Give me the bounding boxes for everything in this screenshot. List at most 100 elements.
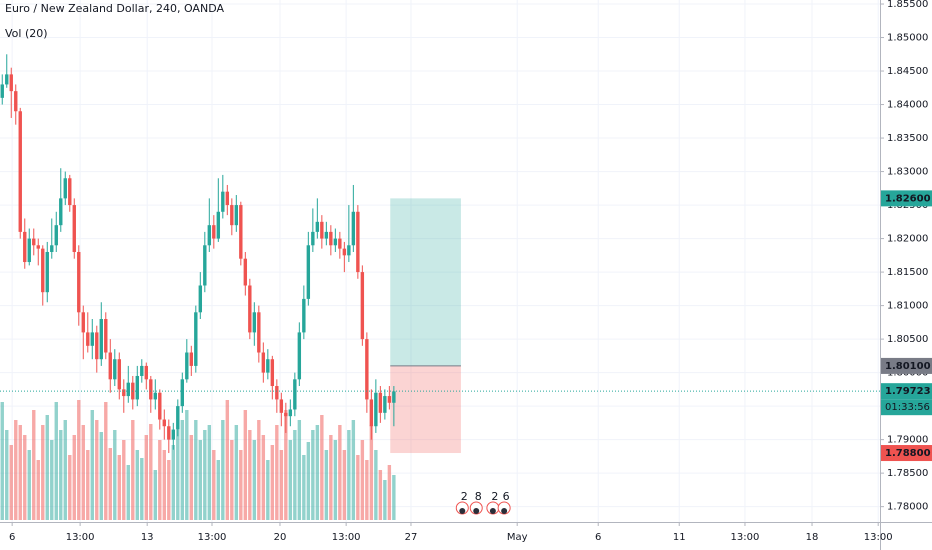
volume-bar	[212, 450, 216, 520]
y-tick-label: 1.81500	[887, 267, 928, 278]
volume-bar	[45, 415, 49, 520]
candle-body	[54, 225, 58, 246]
price-badge-label: 1.78800	[885, 448, 931, 459]
profit-zone	[390, 198, 461, 366]
candle-body	[248, 285, 252, 333]
candle-body	[324, 231, 329, 239]
volume-bar	[108, 448, 112, 520]
candle-body	[126, 382, 130, 397]
candle-body	[185, 352, 189, 380]
y-tick-label: 1.82000	[887, 234, 928, 245]
price-badge	[881, 383, 932, 400]
volume-bar	[41, 425, 45, 520]
volume-bar	[122, 440, 126, 520]
candle-body	[293, 379, 297, 410]
volume-bar	[63, 420, 67, 520]
y-tick-label: 1.78500	[887, 468, 928, 479]
volume-bar	[248, 430, 252, 520]
volume-bar	[347, 430, 351, 520]
candle-body	[288, 409, 293, 417]
candle-body	[374, 392, 378, 427]
candle-body	[140, 365, 144, 376]
candle-body	[284, 412, 288, 417]
x-tick-label: 6	[9, 532, 15, 543]
volume-bar	[221, 420, 225, 520]
price-badge	[881, 190, 932, 207]
volume-bar	[9, 445, 13, 520]
volume-bar	[324, 450, 329, 520]
candle-body	[320, 221, 324, 239]
volume-bar	[230, 440, 234, 520]
volume-bar	[5, 430, 9, 520]
event-label: 2	[461, 490, 468, 503]
volume-bar	[36, 460, 40, 520]
price-badge-label: 1.79723	[885, 386, 931, 397]
volume-bar	[194, 420, 198, 520]
candle-body	[27, 238, 31, 263]
candle-body	[387, 396, 392, 403]
volume-bar	[59, 430, 63, 520]
candle-body	[392, 391, 396, 403]
volume-bar	[18, 425, 22, 520]
volume-bar	[288, 440, 293, 520]
candle-body	[279, 399, 284, 413]
candle-body	[41, 248, 45, 293]
volume-bar	[320, 415, 324, 520]
volume-bar	[135, 450, 139, 520]
candle-body	[230, 205, 234, 226]
volume-bar	[360, 440, 365, 520]
x-tick-label: 20	[274, 532, 287, 543]
volume-bar	[189, 435, 194, 520]
candle-body	[212, 225, 216, 239]
candle-body	[342, 248, 347, 256]
indicator-label: Vol (20)	[5, 27, 48, 40]
candle-body	[50, 245, 54, 252]
volume-bar	[369, 425, 374, 520]
volume-bar	[153, 470, 157, 520]
volume-bar	[216, 460, 221, 520]
candle-body	[167, 426, 171, 440]
candle-body	[9, 74, 13, 92]
candle-body	[378, 392, 383, 413]
candle-body	[149, 379, 153, 400]
volume-bar	[185, 410, 189, 520]
volume-bar	[198, 440, 203, 520]
candle-body	[360, 272, 365, 340]
candle-body	[81, 312, 85, 333]
candle-body	[23, 231, 27, 263]
candle-body	[257, 312, 261, 353]
volume-bar	[342, 450, 347, 520]
loss-zone	[390, 365, 461, 454]
volume-bar	[239, 450, 243, 520]
event-label: 6	[503, 490, 510, 503]
candle-body	[0, 84, 4, 98]
candle-body	[333, 238, 338, 246]
volume-bar	[284, 410, 288, 520]
volume-bar	[176, 430, 180, 520]
volume-bar	[54, 402, 58, 520]
candle-body	[338, 238, 342, 249]
volume-bar	[383, 480, 387, 520]
candle-body	[135, 375, 139, 400]
candle-body	[72, 205, 76, 252]
volume-bar	[27, 450, 31, 520]
candle-body	[243, 258, 248, 286]
candle-body	[297, 332, 302, 380]
candle-body	[189, 352, 194, 366]
y-tick-label: 1.83000	[887, 167, 928, 178]
candle-body	[216, 211, 221, 239]
candle-body	[45, 251, 49, 293]
volume-bar	[225, 400, 230, 520]
candle-body	[275, 386, 279, 400]
volume-bar	[14, 420, 18, 520]
volume-bar	[0, 402, 4, 520]
candle-body	[194, 312, 198, 366]
candle-body	[176, 406, 180, 430]
candle-body	[198, 285, 203, 313]
candle-body	[261, 352, 266, 373]
y-tick-label: 1.84000	[887, 100, 928, 111]
volume-bar	[167, 460, 171, 520]
candle-body	[203, 245, 207, 286]
y-tick-label: 1.81000	[887, 301, 928, 312]
